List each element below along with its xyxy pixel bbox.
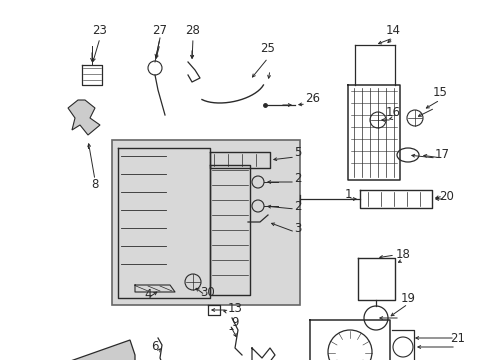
Text: 6: 6 — [151, 339, 159, 352]
Polygon shape — [68, 100, 100, 135]
Text: 16: 16 — [385, 105, 400, 118]
Text: 1: 1 — [344, 188, 351, 201]
Text: 2: 2 — [294, 199, 301, 212]
Text: 28: 28 — [185, 23, 200, 36]
Text: 17: 17 — [434, 148, 448, 162]
Text: 3: 3 — [294, 221, 301, 234]
Text: 23: 23 — [92, 23, 107, 36]
Bar — [112, 140, 299, 305]
Text: 18: 18 — [395, 248, 409, 261]
Text: 13: 13 — [227, 302, 242, 315]
Text: 20: 20 — [439, 189, 453, 202]
Text: 25: 25 — [260, 41, 275, 54]
Text: 21: 21 — [449, 332, 465, 345]
Text: 9: 9 — [231, 316, 238, 329]
Text: 30: 30 — [200, 287, 215, 300]
Text: 5: 5 — [294, 145, 301, 158]
Text: 19: 19 — [400, 292, 415, 305]
Text: 27: 27 — [152, 23, 167, 36]
Polygon shape — [45, 340, 135, 360]
Text: 2: 2 — [294, 172, 301, 185]
Text: 15: 15 — [432, 86, 447, 99]
Text: 14: 14 — [385, 23, 400, 36]
Text: 4: 4 — [144, 288, 151, 302]
Text: 8: 8 — [91, 179, 99, 192]
Text: 26: 26 — [305, 91, 320, 104]
